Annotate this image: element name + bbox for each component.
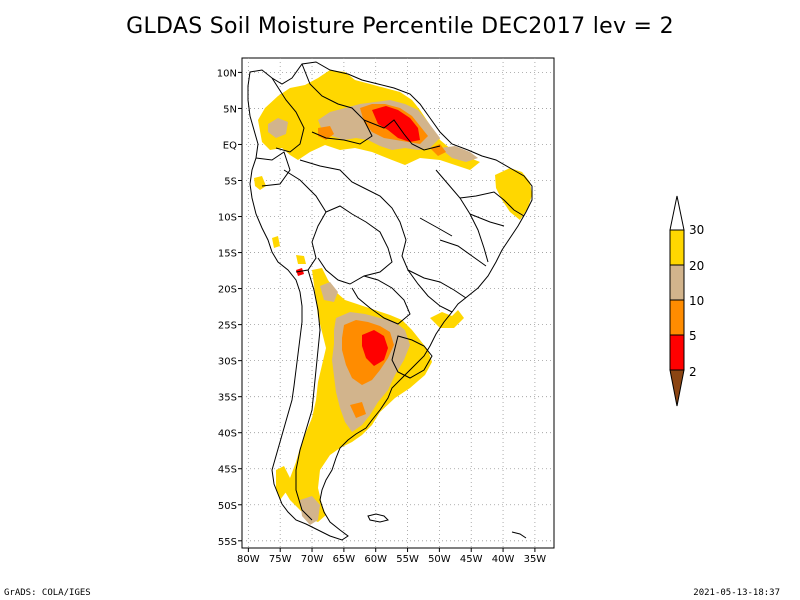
lon-tick-label: 45W — [460, 554, 483, 565]
colorbar-label-20: 20 — [689, 259, 704, 273]
lat-tick-label: 50S — [218, 501, 237, 512]
shade-20-30-ne-brazil — [495, 168, 532, 220]
border-guyana — [363, 119, 441, 151]
shade-10-20-colombia — [268, 118, 288, 138]
lat-tick-label: 5S — [224, 177, 237, 188]
falkland-islands — [367, 513, 389, 523]
shade-2-5-argentina — [362, 330, 388, 366]
shade-2-5-colombia — [296, 268, 304, 276]
lon-tick-label: 70W — [301, 554, 324, 565]
colorbar-label-5: 5 — [689, 329, 697, 343]
border-bolivia — [317, 205, 393, 285]
border-brazil-states — [407, 169, 525, 299]
footer-timestamp: 2021-05-13-18:37 — [693, 588, 780, 598]
border-argentina-chile — [295, 269, 321, 521]
coastline-and-borders — [247, 61, 533, 541]
footer-credit: GrADS: COLA/IGES — [4, 588, 91, 598]
south-georgia — [511, 531, 527, 539]
page-title: GLDAS Soil Moisture Percentile DEC2017 l… — [126, 14, 674, 39]
colorbar-legend: 30 20 10 5 2 — [669, 195, 704, 407]
colorbar-seg-20-30 — [669, 229, 685, 266]
colorbar-top-triangle — [669, 195, 685, 231]
lon-tick-label: 65W — [333, 554, 356, 565]
lon-tick-label: 55W — [396, 554, 419, 565]
lat-tick-label: 30S — [218, 357, 237, 368]
lat-tick-label: 10S — [218, 213, 237, 224]
lon-tick-label: 75W — [269, 554, 292, 565]
colorbar-label-2: 2 — [689, 365, 697, 379]
shade-20-30-chile — [276, 466, 290, 500]
lat-tick-label: 20S — [218, 285, 237, 296]
lat-tick-label: 15S — [218, 249, 237, 260]
lon-tick-label: 80W — [237, 554, 260, 565]
lon-tick-label: 60W — [364, 554, 387, 565]
colorbar-seg-5-10 — [669, 299, 685, 336]
shade-10-20-argentina-south — [300, 496, 320, 525]
border-colombia — [271, 77, 305, 153]
border-brazil-west — [299, 159, 453, 313]
soil-moisture-shading — [254, 70, 532, 525]
lat-tick-label: EQ — [223, 140, 237, 151]
lon-tick-label: 35W — [524, 554, 547, 565]
colorbar-bottom-triangle — [669, 369, 685, 407]
lat-tick-label: 35S — [218, 393, 237, 404]
shade-20-30-peru — [254, 176, 266, 190]
border-uruguay — [391, 335, 433, 379]
continent-coastline — [247, 61, 533, 541]
colorbar-label-10: 10 — [689, 294, 704, 308]
colorbar-seg-10-20 — [669, 264, 685, 301]
lat-tick-label: 55S — [218, 537, 237, 548]
border-peru — [283, 169, 327, 273]
lon-tick-label: 40W — [492, 554, 515, 565]
shade-10-20-amazon-mouth — [440, 146, 478, 162]
lat-tick-label: 25S — [218, 321, 237, 332]
shade-2-5-guiana — [372, 106, 420, 142]
lat-tick-label: 5N — [223, 104, 237, 115]
colorbar-label-30: 30 — [689, 223, 704, 237]
colorbar-seg-2-5 — [669, 334, 685, 371]
axis-tick-labels: 10N 5N EQ 5S 10S 15S 20S 25S 30S 35S 40S 45S 50S 55S8… — [217, 68, 547, 565]
lat-tick-label: 45S — [218, 465, 237, 476]
shade-10-20-north-arg — [320, 282, 338, 302]
border-paraguay — [351, 275, 411, 325]
border-ecuador — [255, 151, 291, 187]
shade-20-30-andes — [272, 236, 306, 264]
lat-tick-label: 40S — [218, 429, 237, 440]
lat-tick-label: 10N — [217, 68, 237, 79]
lon-tick-label: 50W — [428, 554, 451, 565]
shade-5-10-arg-south — [350, 402, 366, 418]
